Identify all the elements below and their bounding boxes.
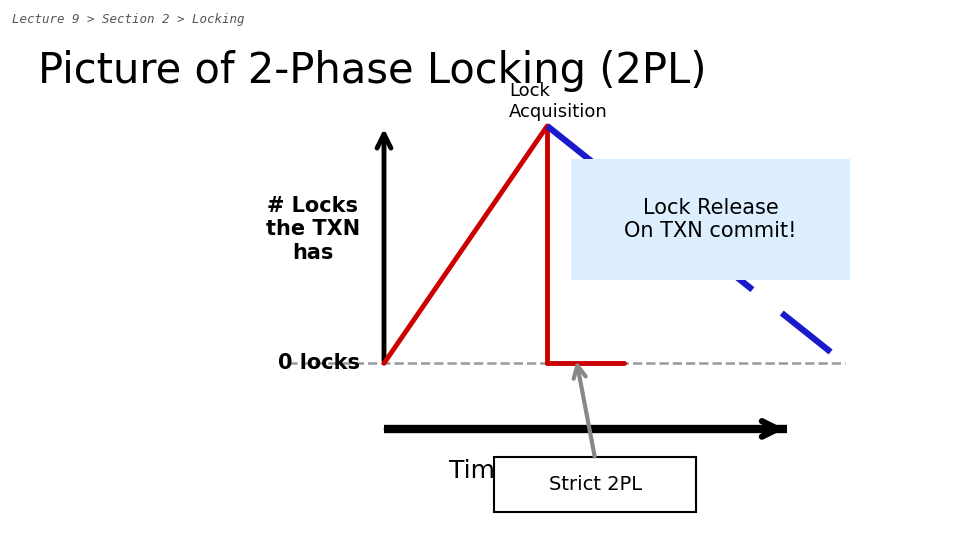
Text: Lock
Acquisition: Lock Acquisition bbox=[509, 82, 608, 121]
FancyBboxPatch shape bbox=[494, 457, 696, 512]
FancyBboxPatch shape bbox=[571, 159, 850, 280]
Text: Lock Release
On TXN commit!: Lock Release On TXN commit! bbox=[624, 198, 797, 241]
Text: Strict 2PL: Strict 2PL bbox=[548, 475, 642, 494]
Text: 0 locks: 0 locks bbox=[278, 353, 360, 373]
Text: Time: Time bbox=[449, 459, 511, 483]
Text: Lecture 9 > Section 2 > Locking: Lecture 9 > Section 2 > Locking bbox=[12, 13, 244, 26]
Text: # Locks
the TXN
has: # Locks the TXN has bbox=[266, 196, 360, 262]
Text: Picture of 2-Phase Locking (2PL): Picture of 2-Phase Locking (2PL) bbox=[38, 50, 707, 92]
